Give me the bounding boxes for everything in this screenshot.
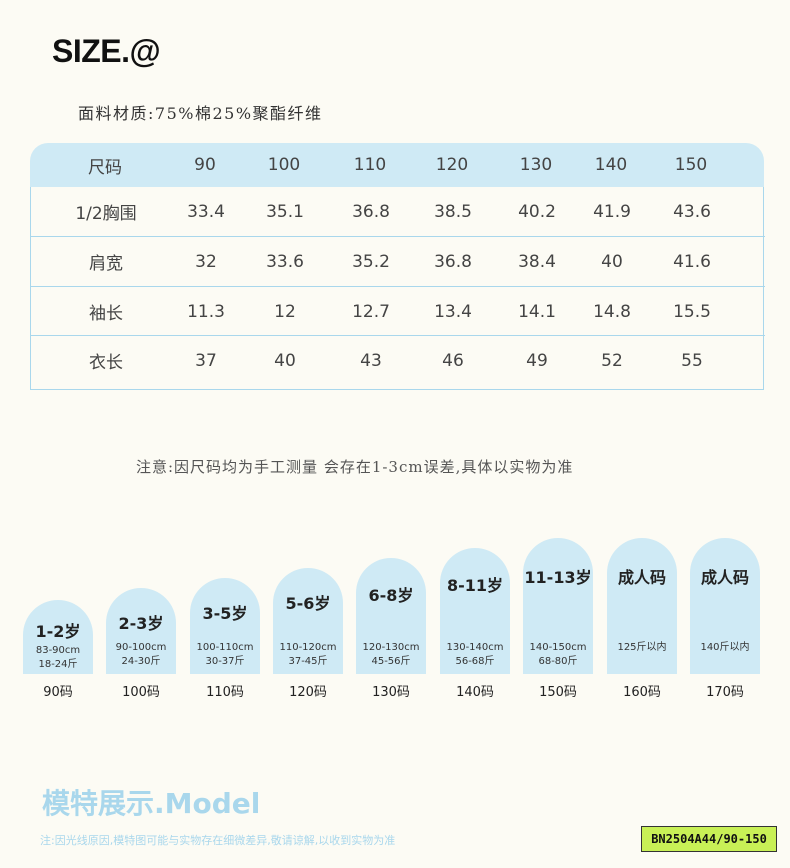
model-section-title: 模特展示.Model — [42, 787, 261, 820]
size-label: 110码 — [206, 685, 244, 700]
product-code-badge: BN2504A44/90-150 — [641, 826, 777, 852]
table-cell: 41.6 — [673, 251, 711, 272]
size-arch — [690, 538, 760, 674]
size-age: 6-8岁 — [368, 586, 414, 605]
table-cell: 55 — [681, 350, 703, 371]
header-cell-110: 110 — [353, 155, 387, 175]
page-title: SIZE.@ — [52, 33, 161, 69]
table-cell: 12 — [274, 301, 296, 322]
table-cell: 46 — [442, 350, 464, 371]
size-label: 100码 — [122, 685, 160, 700]
size-arch — [440, 548, 510, 674]
material-info: 面料材质:75%棉25%聚酯纤维 — [78, 104, 323, 123]
header-cell-size-label: 尺码 — [88, 157, 122, 178]
size-age: 2-3岁 — [118, 614, 164, 633]
table-cell: 36.8 — [434, 251, 472, 272]
table-cell: 40 — [274, 350, 296, 371]
header-cell-90: 90 — [194, 155, 216, 175]
table-cell: 43 — [360, 350, 382, 371]
row-label: 袖长 — [89, 304, 123, 324]
size-age: 8-11岁 — [446, 576, 504, 595]
size-arch — [190, 578, 260, 674]
size-age: 成人码 — [617, 568, 666, 587]
table-cell: 35.2 — [352, 251, 390, 272]
table-cell: 38.5 — [434, 201, 472, 222]
table-row-length: 衣长 37 40 43 46 49 52 55 — [31, 335, 765, 385]
size-arch — [273, 568, 343, 674]
size-height: 110-120cm — [279, 642, 337, 653]
size-height: 90-100cm — [115, 642, 167, 653]
table-cell: 35.1 — [266, 201, 304, 222]
size-arch — [356, 558, 426, 674]
size-label: 120码 — [289, 685, 327, 700]
table-cell: 13.4 — [434, 301, 472, 322]
table-cell: 52 — [601, 350, 623, 371]
size-weight: 37-45斤 — [288, 656, 328, 667]
table-cell: 38.4 — [518, 251, 556, 272]
size-arch — [23, 600, 93, 674]
size-age: 11-13岁 — [524, 568, 592, 587]
table-cell: 12.7 — [352, 301, 390, 322]
table-cell: 37 — [195, 350, 217, 371]
size-weight-limit: 140斤以内 — [700, 642, 750, 653]
header-cell-120: 120 — [435, 155, 469, 175]
size-table-header: 尺码 90 100 110 120 130 140 150 — [30, 143, 764, 187]
table-cell: 40 — [601, 251, 623, 272]
size-height: 130-140cm — [446, 642, 504, 653]
size-height: 140-150cm — [529, 642, 587, 653]
table-cell: 15.5 — [673, 301, 711, 322]
table-cell: 49 — [526, 350, 548, 371]
table-row-sleeve: 袖长 11.3 12 12.7 13.4 14.1 14.8 15.5 — [31, 286, 765, 336]
header-cell-130: 130 — [519, 155, 553, 175]
row-label: 1/2胸围 — [75, 204, 137, 224]
header-cell-150: 150 — [674, 155, 708, 175]
size-table: 尺码 90 100 110 120 130 140 150 1/2胸围 33.4… — [30, 143, 765, 390]
size-weight-limit: 125斤以内 — [617, 642, 667, 653]
row-label: 肩宽 — [89, 254, 123, 274]
size-weight: 45-56斤 — [371, 656, 411, 667]
size-table-body: 1/2胸围 33.4 35.1 36.8 38.5 40.2 41.9 43.6… — [30, 187, 765, 390]
header-cell-140: 140 — [594, 155, 628, 175]
size-height: 100-110cm — [196, 642, 254, 653]
size-weight: 24-30斤 — [121, 656, 161, 667]
size-height: 83-90cm — [35, 645, 81, 656]
size-label: 170码 — [706, 685, 744, 700]
row-label: 衣长 — [89, 353, 123, 373]
size-label: 90码 — [43, 685, 73, 700]
size-weight: 30-37斤 — [205, 656, 245, 667]
size-label: 160码 — [623, 685, 661, 700]
size-label: 130码 — [372, 685, 410, 700]
table-cell: 43.6 — [673, 201, 711, 222]
table-row-shoulder: 肩宽 32 33.6 35.2 36.8 38.4 40 41.6 — [31, 236, 765, 286]
size-weight: 68-80斤 — [538, 656, 578, 667]
size-arch — [523, 538, 593, 674]
size-label: 140码 — [456, 685, 494, 700]
measurement-note: 注意:因尺码均为手工测量 会存在1-3cm误差,具体以实物为准 — [136, 458, 574, 476]
size-age: 1-2岁 — [35, 622, 81, 641]
model-disclaimer: 注:因光线原因,模特图可能与实物存在细微差异,敬请谅解,以收到实物为准 — [40, 834, 396, 847]
size-age: 5-6岁 — [285, 594, 331, 613]
table-cell: 14.8 — [593, 301, 631, 322]
table-cell: 11.3 — [187, 301, 225, 322]
table-cell: 40.2 — [518, 201, 556, 222]
size-weight: 18-24斤 — [38, 659, 78, 670]
table-cell: 33.6 — [266, 251, 304, 272]
header-cell-100: 100 — [267, 155, 301, 175]
size-arch — [106, 588, 176, 674]
table-cell: 14.1 — [518, 301, 556, 322]
size-age: 成人码 — [700, 568, 749, 587]
table-cell: 41.9 — [593, 201, 631, 222]
table-row-chest: 1/2胸围 33.4 35.1 36.8 38.5 40.2 41.9 43.6 — [31, 187, 765, 236]
size-arch — [607, 538, 677, 674]
table-cell: 32 — [195, 251, 217, 272]
size-age: 3-5岁 — [202, 604, 248, 623]
table-cell: 36.8 — [352, 201, 390, 222]
size-weight: 56-68斤 — [455, 656, 495, 667]
size-height: 120-130cm — [362, 642, 420, 653]
table-cell: 33.4 — [187, 201, 225, 222]
size-label: 150码 — [539, 685, 577, 700]
